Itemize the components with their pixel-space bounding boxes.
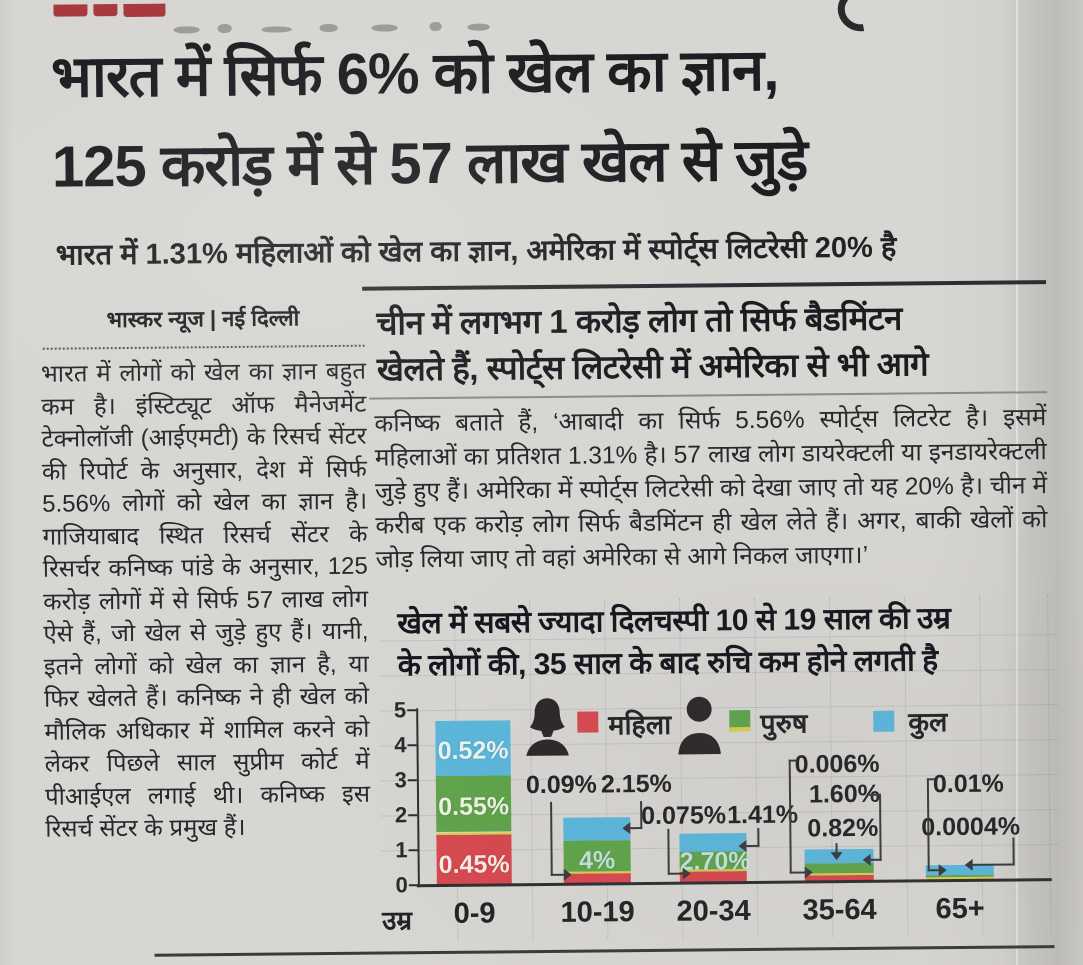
y-tick-1: 1 [395,837,408,863]
x-category-65plus: 65+ [935,892,985,926]
male-silhouette-icon [678,696,721,755]
y-axis-tick [407,709,417,712]
legend-swatch-male [729,710,751,732]
callout-total-10-19: 2.15% [600,769,672,799]
article-bottom-rule [154,945,1055,957]
female-silhouette-icon [526,698,569,756]
gridline-vertical [1047,595,1052,936]
y-axis-tick [407,744,417,747]
callout-arrow [938,864,953,877]
chart-bars [0,0,1078,886]
callout-total-20-34: 1.41% [727,800,799,830]
callout-female-10-19: 0.09% [525,770,597,800]
y-axis-line [416,708,420,888]
inbar-label-total-0-9: 0.52% [437,736,509,766]
callout-arrow [732,840,747,853]
callout-line [640,801,643,830]
legend-label-total: कुल [908,707,948,738]
chart-gridlines [0,0,1078,941]
x-category-0-9: 0-9 [453,897,496,930]
callout-total-35-64: 0.82% [807,813,879,843]
callout-arrow [958,858,973,872]
gridline-vertical [979,595,984,936]
x-axis-label: उम्र [382,905,413,936]
callout-line [1012,837,1015,866]
legend-swatch-total [873,710,895,732]
chart-title-line2: के लोगों की, 35 साल के बाद रुचि कम होने … [397,644,938,683]
y-axis-tick [408,849,418,852]
callout-line [667,828,670,875]
y-axis-tick [407,779,417,782]
legend-swatch-female [577,711,599,733]
x-category-35-64: 35-64 [802,893,877,927]
callout-female-20-34: 0.075% [641,801,727,831]
callout-line [789,871,806,874]
callout-line [879,793,882,861]
inbar-label-female-0-9: 0.45% [438,850,510,880]
callout-arrow [616,822,631,835]
callout-line [550,873,565,876]
y-tick-4: 4 [394,732,407,758]
x-category-10-19: 10-19 [560,896,635,929]
callout-arrow [830,852,843,867]
y-axis-ticks [0,0,1078,887]
callout-arrow [563,868,578,881]
callout-total-65plus: 0.0004% [921,812,1021,842]
legend-label-female: महिला [608,709,672,741]
y-tick-2: 2 [394,802,408,828]
callout-female-35-64: 0.006% [794,749,880,779]
legend-label-male: पुरुष [760,708,808,739]
y-tick-0: 0 [395,872,408,898]
chart-title-line1: खेल में सबसे ज्यादा दिलचस्पी 10 से 19 सा… [397,602,951,641]
y-tick-5: 5 [393,697,407,723]
callout-female-65plus: 0.01% [932,769,1004,799]
y-tick-3: 3 [394,767,407,793]
y-axis-tick [408,814,418,817]
inbar-label-male-0-9: 0.55% [438,792,510,822]
callout-line [966,863,1015,866]
callout-arrow [682,867,697,880]
callout-line [667,872,684,875]
paper-fold-highlight [1016,0,1018,965]
callout-line [926,778,930,872]
callout-arrow [804,866,819,879]
callout-arrow [856,853,871,866]
x-category-20-34: 20-34 [676,895,751,928]
